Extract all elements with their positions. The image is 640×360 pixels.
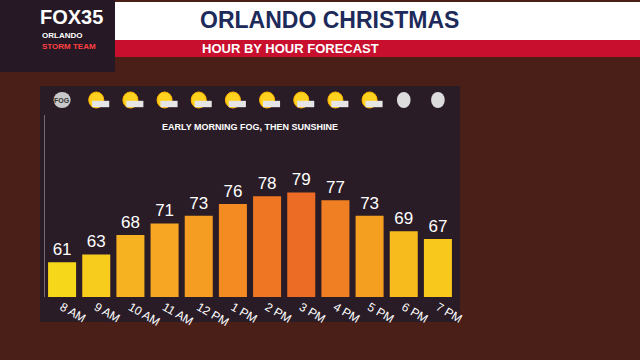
svg-text:4 PM: 4 PM <box>331 300 362 326</box>
svg-text:71: 71 <box>155 201 174 220</box>
svg-text:3 PM: 3 PM <box>297 300 328 326</box>
svg-text:76: 76 <box>223 182 242 201</box>
svg-text:FOG: FOG <box>54 97 70 104</box>
svg-text:79: 79 <box>292 170 311 189</box>
svg-text:11 AM: 11 AM <box>160 300 196 329</box>
svg-text:77: 77 <box>326 178 345 197</box>
svg-text:6 PM: 6 PM <box>399 300 430 326</box>
svg-text:67: 67 <box>428 217 447 236</box>
svg-text:69: 69 <box>394 209 413 228</box>
svg-text:8 AM: 8 AM <box>58 300 89 326</box>
svg-text:FOX35: FOX35 <box>40 6 103 28</box>
svg-text:STORM TEAM: STORM TEAM <box>42 42 96 51</box>
svg-text:73: 73 <box>360 194 379 213</box>
svg-text:ORLANDO: ORLANDO <box>42 31 82 40</box>
svg-text:9 AM: 9 AM <box>92 300 123 326</box>
svg-text:EARLY MORNING FOG, THEN SUNSHI: EARLY MORNING FOG, THEN SUNSHINE <box>162 122 338 132</box>
svg-text:5 PM: 5 PM <box>365 300 396 326</box>
svg-text:78: 78 <box>258 174 277 193</box>
svg-text:2 PM: 2 PM <box>263 300 294 326</box>
svg-text:1 PM: 1 PM <box>228 300 259 326</box>
svg-text:12 PM: 12 PM <box>194 300 231 329</box>
svg-text:ORLANDO CHRISTMAS: ORLANDO CHRISTMAS <box>200 7 459 33</box>
svg-text:68: 68 <box>121 213 140 232</box>
svg-text:HOUR BY HOUR FORECAST: HOUR BY HOUR FORECAST <box>202 41 379 56</box>
svg-text:73: 73 <box>189 194 208 213</box>
svg-text:63: 63 <box>87 232 106 251</box>
svg-text:7 PM: 7 PM <box>433 300 464 326</box>
svg-text:10 AM: 10 AM <box>126 300 162 329</box>
svg-text:61: 61 <box>53 240 72 259</box>
